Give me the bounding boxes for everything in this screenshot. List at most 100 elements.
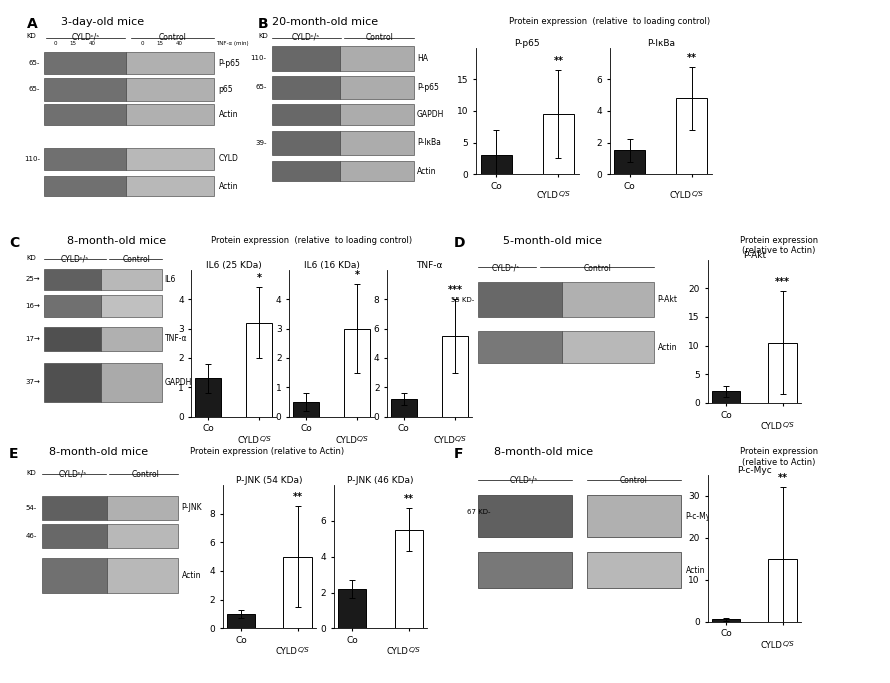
Bar [101,363,162,402]
Text: **: ** [293,492,303,502]
Text: C/S: C/S [692,191,704,197]
Bar [101,269,162,290]
Text: 8-month-old mice: 8-month-old mice [494,447,593,458]
Text: C/S: C/S [782,421,795,428]
Text: 25→: 25→ [25,277,40,283]
Text: CYLD: CYLD [433,436,455,445]
Text: C/S: C/S [455,436,466,442]
Bar [44,176,125,196]
Bar [340,161,414,181]
Title: P-c-Myc: P-c-Myc [737,466,772,475]
Bar [293,402,319,417]
Text: 16→: 16→ [25,303,40,309]
Text: CYLD: CYLD [336,436,357,445]
Title: P-p65: P-p65 [514,39,540,48]
Bar [478,495,572,538]
Title: P-Akt: P-Akt [743,251,765,260]
Text: P-p65: P-p65 [417,83,439,92]
Bar [394,530,423,628]
Text: Actin: Actin [417,167,437,176]
Text: CYLD: CYLD [276,647,297,656]
Bar [478,331,562,363]
Bar [478,283,562,317]
Text: Actin: Actin [182,572,201,581]
Text: C/S: C/S [558,191,570,197]
Bar [271,46,340,70]
Bar [344,329,370,417]
Text: 40: 40 [176,42,182,46]
Text: 54-: 54- [25,505,36,511]
Bar [587,495,681,538]
Text: 17→: 17→ [25,336,40,342]
Text: KD: KD [258,33,268,39]
Bar [338,589,367,628]
Bar [676,98,708,174]
Bar [271,161,340,181]
Bar [125,52,214,74]
Text: CYLDᶜ/ˢ: CYLDᶜ/ˢ [492,264,520,273]
Text: **: ** [554,56,563,66]
Text: Protein expression  (relative  to loading control): Protein expression (relative to loading … [211,236,412,245]
Text: 0: 0 [141,42,144,46]
Text: C/S: C/S [259,436,271,442]
Text: P-Akt: P-Akt [658,295,677,304]
Text: Control: Control [123,255,150,264]
Bar [340,76,414,98]
Bar [271,104,340,125]
Text: KD: KD [27,255,36,261]
Text: 8-month-old mice: 8-month-old mice [67,236,166,246]
Text: **: ** [404,494,414,504]
Text: B: B [258,17,269,31]
Text: 67 KD-: 67 KD- [467,509,491,515]
Bar [340,104,414,125]
Bar [107,559,178,594]
Text: CYLD: CYLD [761,641,782,650]
Bar [125,148,214,170]
Text: IL6: IL6 [165,275,176,284]
Text: E: E [9,447,19,461]
Text: CYLD: CYLD [387,647,409,656]
Text: 15: 15 [157,42,163,46]
Bar [227,614,255,628]
Text: 46-: 46- [25,533,36,539]
Text: CYLD: CYLD [761,421,782,430]
Text: TNF-α: TNF-α [165,335,187,344]
Bar [101,327,162,350]
Title: P-IκBa: P-IκBa [647,39,675,48]
Title: P-JNK (54 KDa): P-JNK (54 KDa) [236,476,303,485]
Bar [442,336,468,417]
Text: Protein expression  (relative  to loading control): Protein expression (relative to loading … [509,17,710,26]
Text: 65-: 65- [28,60,40,66]
Text: CYLDᶜ/ˢ: CYLDᶜ/ˢ [291,33,320,42]
Text: P-IκBa: P-IκBa [417,139,441,148]
Text: CYLDᶜ/ˢ: CYLDᶜ/ˢ [59,470,87,479]
Bar [44,296,101,317]
Bar [340,130,414,155]
Text: 110-: 110- [24,156,40,162]
Text: **: ** [778,473,788,483]
Text: 0: 0 [53,42,57,46]
Text: KD: KD [27,470,36,475]
Bar [768,559,797,622]
Text: **: ** [687,53,697,63]
Bar [271,130,340,155]
Text: Protein expression
(relative to Actin): Protein expression (relative to Actin) [740,236,818,255]
Text: CYLD: CYLD [219,154,239,163]
Text: Actin: Actin [219,110,239,119]
Bar [125,78,214,100]
Text: 110-: 110- [251,55,267,61]
Title: IL6 (16 KDa): IL6 (16 KDa) [303,261,360,270]
Text: 40: 40 [89,42,95,46]
Bar [44,363,101,402]
Text: CYLDᶜ/ˢ: CYLDᶜ/ˢ [510,476,538,485]
Text: 65-: 65- [255,85,267,90]
Text: p65: p65 [219,85,233,94]
Text: Protein expression
(relative to Actin): Protein expression (relative to Actin) [740,447,818,466]
Bar [107,524,178,548]
Bar [340,46,414,70]
Text: Control: Control [366,33,393,42]
Text: C/S: C/S [409,647,421,653]
Text: ***: *** [448,285,463,295]
Text: CYLD: CYLD [238,436,259,445]
Text: Protein expression (relative to Actin): Protein expression (relative to Actin) [190,447,344,456]
